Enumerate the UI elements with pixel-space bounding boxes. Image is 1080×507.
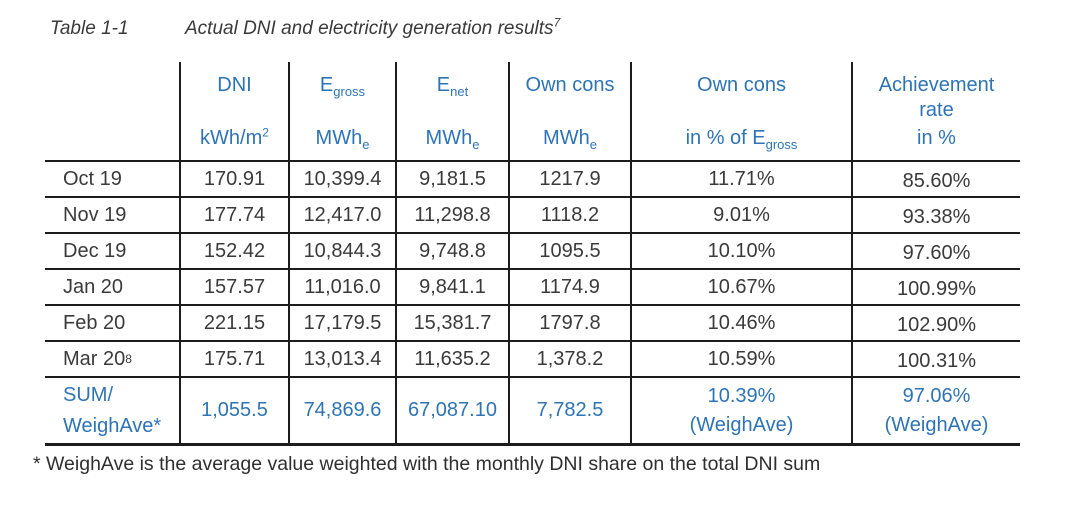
data-cell: 13,013.4 [290, 342, 397, 378]
row-label: Dec 19 [45, 234, 181, 270]
data-cell: 9.01% [632, 198, 853, 234]
data-cell: 170.91 [181, 162, 290, 198]
sum-data-cell: 1,055.5 [181, 378, 290, 446]
header-cell-dni: DNI kWh/m2 [181, 62, 290, 162]
data-cell: 15,381.7 [397, 306, 510, 342]
header-line1: DNI [217, 74, 252, 96]
data-cell: 9,748.8 [397, 234, 510, 270]
header-line1: Egross [319, 74, 366, 99]
data-cell: 93.38% [853, 198, 1020, 234]
sum-data-cell: 74,869.6 [290, 378, 397, 446]
results-table: DNI kWh/m2 Egross MWhe Enet MWhe Own cons MWhe O… [45, 62, 1020, 446]
table-caption: Table 1-1 Actual DNI and electricity gene… [50, 15, 561, 40]
header-line2: kWh/m2 [200, 125, 269, 149]
header-line2: in % [917, 127, 956, 149]
header-cell-own-cons-percent: Own cons in % of Egross [632, 62, 853, 162]
data-cell: 10,844.3 [290, 234, 397, 270]
table-caption-text: Actual DNI and electricity generation re… [185, 15, 561, 39]
data-cell: 9,181.5 [397, 162, 510, 198]
data-cell: 10.46% [632, 306, 853, 342]
sum-data-cell: 97.06% (WeighAve) [853, 378, 1020, 446]
data-cell: 1095.5 [510, 234, 632, 270]
table-footnote: * WeighAve is the average value weighted… [33, 453, 821, 475]
data-cell: 12,417.0 [290, 198, 397, 234]
header-cell-e-gross: Egross MWhe [290, 62, 397, 162]
data-cell: 157.57 [181, 270, 290, 306]
sum-data-cell: 67,087.10 [397, 378, 510, 446]
header-line2: MWhe [425, 127, 480, 152]
data-cell: 11.71% [632, 162, 853, 198]
header-line1: Own cons [525, 74, 615, 96]
header-cell-e-net: Enet MWhe [397, 62, 510, 162]
data-cell: 1797.8 [510, 306, 632, 342]
data-cell: 1,378.2 [510, 342, 632, 378]
sum-data-cell: 7,782.5 [510, 378, 632, 446]
header-cell-achievement-rate: Achievement rate in % [853, 62, 1020, 162]
data-cell: 11,016.0 [290, 270, 397, 306]
table-caption-number: Table 1-1 [50, 18, 129, 39]
header-line2: MWhe [543, 127, 597, 152]
header-cell-own-cons: Own cons MWhe [510, 62, 632, 162]
data-cell: 10.10% [632, 234, 853, 270]
data-cell: 1217.9 [510, 162, 632, 198]
data-cell: 10.59% [632, 342, 853, 378]
header-line1: Own cons [697, 74, 786, 96]
row-label: Feb 20 [45, 306, 181, 342]
sum-data-cell: 10.39% (WeighAve) [632, 378, 853, 446]
sum-row-label: SUM/ WeighAve* [45, 378, 181, 446]
data-cell: 1118.2 [510, 198, 632, 234]
data-cell: 11,298.8 [397, 198, 510, 234]
data-cell: 100.99% [853, 270, 1020, 306]
row-label: Mar 20 8 [45, 342, 181, 378]
header-line2: in % of Egross [685, 127, 798, 152]
data-cell: 85.60% [853, 162, 1020, 198]
row-label: Jan 20 [45, 270, 181, 306]
data-cell: 10.67% [632, 270, 853, 306]
row-label: Nov 19 [45, 198, 181, 234]
data-cell: 1174.9 [510, 270, 632, 306]
data-cell: 10,399.4 [290, 162, 397, 198]
caption-footnote-ref: 7 [553, 15, 561, 30]
data-cell: 11,635.2 [397, 342, 510, 378]
data-cell: 17,179.5 [290, 306, 397, 342]
header-line1: Achievement rate [878, 74, 995, 121]
header-cell-empty [45, 62, 181, 162]
header-line2: MWhe [315, 127, 370, 152]
data-cell: 175.71 [181, 342, 290, 378]
data-cell: 152.42 [181, 234, 290, 270]
data-cell: 9,841.1 [397, 270, 510, 306]
data-cell: 177.74 [181, 198, 290, 234]
header-line1: Enet [436, 74, 469, 99]
row-label: Oct 19 [45, 162, 181, 198]
data-cell: 100.31% [853, 342, 1020, 378]
data-cell: 221.15 [181, 306, 290, 342]
data-cell: 97.60% [853, 234, 1020, 270]
data-cell: 102.90% [853, 306, 1020, 342]
